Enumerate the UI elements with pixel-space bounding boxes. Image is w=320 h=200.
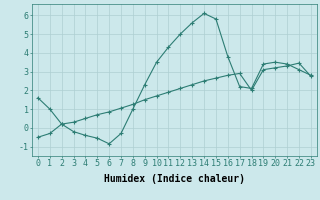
X-axis label: Humidex (Indice chaleur): Humidex (Indice chaleur)	[104, 174, 245, 184]
